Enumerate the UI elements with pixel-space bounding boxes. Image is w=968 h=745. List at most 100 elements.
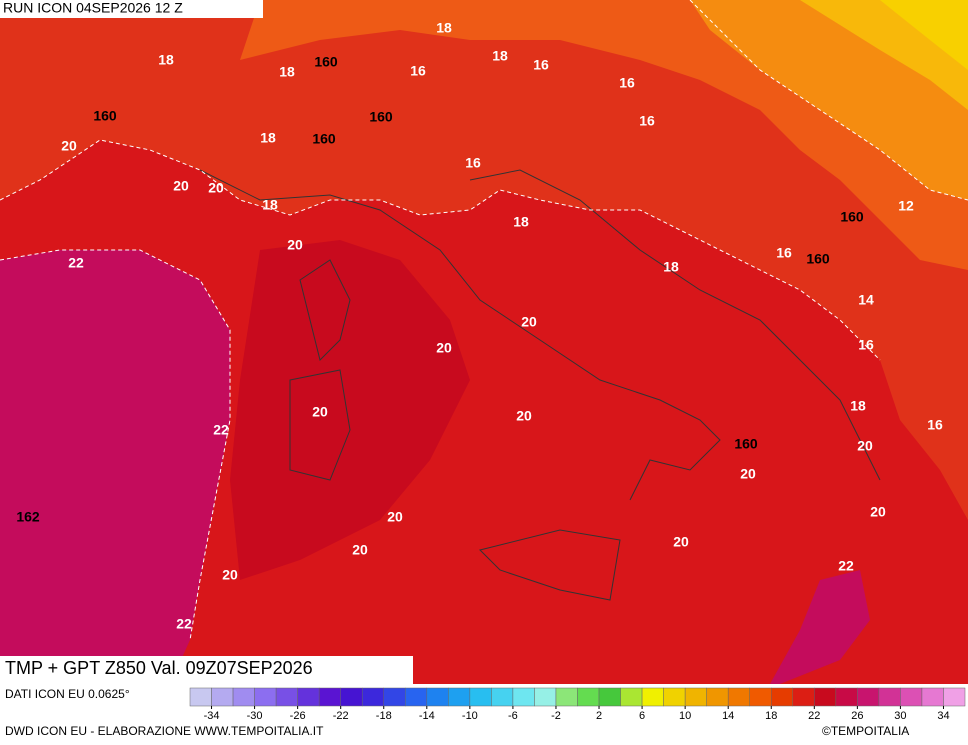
- contour-label: 16: [619, 75, 635, 91]
- header-box: [0, 0, 263, 18]
- contour-label: 20: [173, 178, 189, 194]
- contour-label: 16: [465, 155, 481, 171]
- contour-label: 20: [857, 438, 873, 454]
- colorbar-tick-label: 2: [596, 710, 602, 722]
- colorbar-swatch: [491, 687, 514, 707]
- colorbar-swatch: [405, 687, 428, 707]
- contour-label: 20: [287, 237, 303, 253]
- magenta-area: [0, 250, 230, 684]
- contour-label: 20: [352, 542, 368, 558]
- contour-label: 20: [673, 534, 689, 550]
- contour-label: 20: [521, 314, 537, 330]
- contour-label: 20: [516, 408, 532, 424]
- colorbar-swatch: [857, 687, 880, 707]
- colorbar-tick-label: 6: [639, 710, 645, 722]
- colorbar-swatch: [684, 687, 707, 707]
- contour-label: 160: [93, 108, 117, 124]
- colorbar-swatch: [771, 687, 794, 707]
- colorbar-swatch: [814, 687, 837, 707]
- colorbar-tick-label: 30: [894, 710, 906, 722]
- colorbar-swatch: [921, 687, 944, 707]
- colorbar-swatch: [706, 687, 729, 707]
- contour-label: 22: [68, 255, 84, 271]
- contour-label: 162: [16, 509, 40, 525]
- colorbar-swatch: [426, 687, 449, 707]
- colorbar-swatch: [297, 687, 320, 707]
- contour-label: 18: [262, 197, 278, 213]
- colorbar-swatch: [361, 687, 385, 707]
- colorbar-swatch: [555, 687, 578, 707]
- colorbar-swatch: [943, 687, 966, 707]
- colorbar-swatch: [469, 687, 492, 707]
- colorbar-tick-label: 14: [722, 710, 734, 722]
- contour-label: 18: [850, 398, 866, 414]
- colorbar-swatch: [727, 687, 750, 707]
- colorbar-tick-label: 34: [937, 710, 949, 722]
- colorbar-swatch: [878, 687, 901, 707]
- colorbar-swatch: [340, 687, 363, 707]
- colorbar: -34 -30 -26 -22 -18 -14 -10 -6 -2 2 6 10 14 18 22 26 30 3…: [189, 687, 966, 722]
- contour-label: 20: [61, 138, 77, 154]
- contour-label: 20: [387, 509, 403, 525]
- contour-label: 20: [222, 567, 238, 583]
- data-source: DATI ICON EU 0.0625°: [5, 687, 130, 701]
- isotherms: [0, 0, 968, 641]
- contour-label: 18: [513, 214, 529, 230]
- contour-label: 16: [639, 113, 655, 129]
- colorbar-swatch: [835, 687, 858, 707]
- coolest-band: [880, 0, 968, 70]
- dark-red-area: [230, 240, 470, 580]
- contour-label: 16: [410, 63, 426, 79]
- contour-label: 22: [213, 422, 229, 438]
- colorbar-tick-label: 18: [765, 710, 777, 722]
- colorbar-swatch: [663, 687, 686, 707]
- colorbar-swatch: [620, 687, 643, 707]
- contour-label: 20: [436, 340, 452, 356]
- contour-label: 18: [158, 52, 174, 68]
- copyright: ©TEMPOITALIA: [822, 724, 909, 738]
- contour-label: 14: [858, 292, 874, 308]
- colorbar-swatch: [512, 687, 535, 707]
- contour-label: 160: [312, 131, 336, 147]
- colorbar-tick-label: -34: [204, 710, 220, 722]
- contour-label: 20: [740, 466, 756, 482]
- colorbar-tick-label: -6: [508, 710, 518, 722]
- colorbar-swatch: [448, 687, 471, 707]
- contour-label: 18: [492, 48, 508, 64]
- contour-label: 20: [870, 504, 886, 520]
- colorbar-swatch: [641, 687, 664, 707]
- contour-label: 18: [279, 64, 295, 80]
- contour-label: 160: [806, 251, 830, 267]
- coastlines: [199, 169, 881, 601]
- contour-label: 22: [838, 558, 854, 574]
- title-box: [0, 656, 413, 684]
- map-title: TMP + GPT Z850 Val. 09Z07SEP2026: [5, 658, 313, 678]
- contour-label: 16: [858, 337, 874, 353]
- contour-label: 18: [260, 130, 276, 146]
- contour-label: 160: [369, 109, 393, 125]
- credit: DWD ICON EU - ELABORAZIONE WWW.TEMPOITAL…: [5, 724, 324, 738]
- colorbar-swatch: [598, 687, 621, 707]
- colorbar-tick-label: -10: [462, 710, 478, 722]
- colorbar-swatch: [534, 687, 557, 707]
- colorbar-swatch: [900, 687, 923, 707]
- colorbar-swatch: [232, 687, 255, 707]
- warm-band: [0, 0, 968, 520]
- contour-label: 16: [776, 245, 792, 261]
- colorbar-tick-label: -22: [333, 710, 349, 722]
- colorbar-tick-label: 26: [851, 710, 863, 722]
- colorbar-swatch: [318, 687, 341, 707]
- contour-label: 16: [927, 417, 943, 433]
- contour-label: 18: [436, 20, 452, 36]
- contour-label: 160: [314, 54, 338, 70]
- contour-label: 20: [312, 404, 328, 420]
- contour-label: 160: [840, 209, 864, 225]
- colorbar-tick-label: 22: [808, 710, 820, 722]
- colorbar-swatch: [254, 687, 277, 707]
- contour-label: 12: [898, 198, 914, 214]
- colorbar-swatch: [189, 687, 212, 707]
- colorbar-swatch: [577, 687, 600, 707]
- colorbar-tick-label: -18: [376, 710, 392, 722]
- colorbar-swatch: [749, 687, 772, 707]
